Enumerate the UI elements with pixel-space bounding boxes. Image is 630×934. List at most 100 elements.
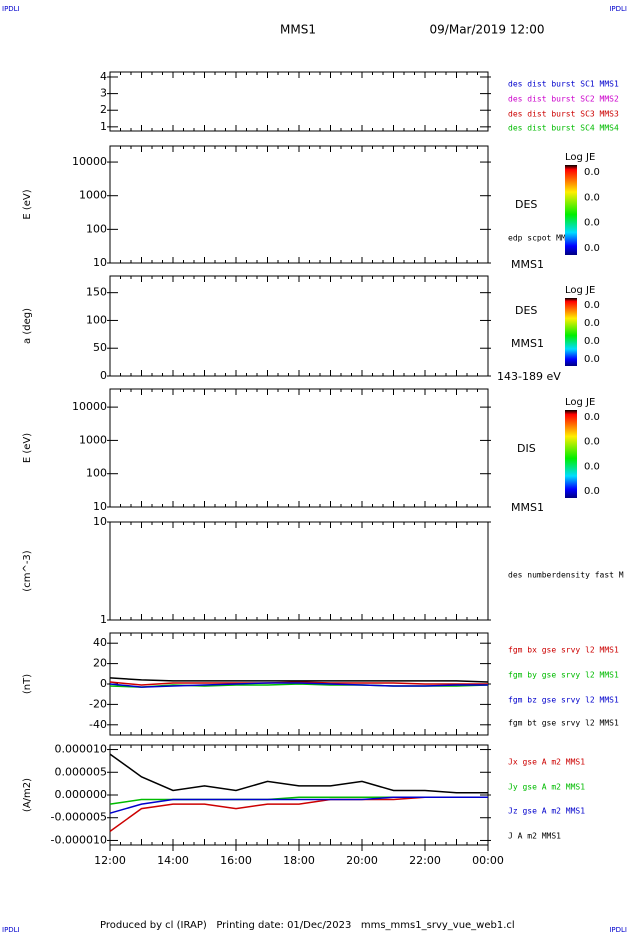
colorbar-tick-label: 0.0 <box>584 192 600 203</box>
series-line <box>109 677 489 683</box>
colorbar <box>565 298 577 366</box>
panel-frame <box>109 275 489 377</box>
x-tick-label: 22:00 <box>409 854 441 867</box>
legend-label: fgm bt gse srvy l2 MMS1 <box>508 719 619 728</box>
y-tick-label: 0.000010 <box>55 743 108 756</box>
side-label: MMS1 <box>511 501 544 514</box>
x-tick-label: 14:00 <box>157 854 189 867</box>
y-tick-label: 0.000000 <box>55 788 108 801</box>
colorbar-tick-label: 0.0 <box>584 336 600 347</box>
x-tick-label: 00:00 <box>472 854 504 867</box>
x-tick-label: 16:00 <box>220 854 252 867</box>
corner-label: IPDLI <box>609 5 627 13</box>
colorbar-tick-label: 0.0 <box>584 437 600 448</box>
side-label: MMS1 <box>511 337 544 350</box>
y-tick-label: 50 <box>93 341 107 354</box>
panel-frame <box>109 388 489 508</box>
y-tick-label: 10000 <box>72 400 107 413</box>
colorbar-title: Log JE <box>565 397 595 408</box>
colorbar <box>565 165 577 255</box>
series-line <box>109 682 488 688</box>
side-label: des dist burst SC2 MMS2 <box>508 95 619 104</box>
y-tick-label: 0.000005 <box>55 765 108 778</box>
y-tick-label: 3 <box>100 87 107 100</box>
y-tick-label: 100 <box>86 222 107 235</box>
colorbar-tick-label: 0.0 <box>584 167 600 178</box>
y-tick-label: 100 <box>86 467 107 480</box>
legend-label: Jx gse A m2 MMS1 <box>508 758 585 767</box>
side-label: DES <box>515 304 537 317</box>
mission-title: MMS1 <box>280 23 316 37</box>
panel-frame <box>109 521 489 621</box>
y-tick-label: 20 <box>93 657 107 670</box>
colorbar-tick-label: 0.0 <box>584 300 600 311</box>
corner-label: IPDLI <box>2 926 20 934</box>
y-tick-label: 40 <box>93 636 107 649</box>
colorbar-title: Log JE <box>565 285 595 296</box>
side-label: 143-189 eV <box>497 370 561 383</box>
side-label: des numberdensity fast M <box>508 571 624 580</box>
colorbar-tick-label: 0.0 <box>584 243 600 254</box>
y-tick-label: 100 <box>86 313 107 326</box>
colorbar-tick-label: 0.0 <box>584 218 600 229</box>
y-tick-label: -0.000010 <box>51 833 107 846</box>
series-line <box>109 796 488 833</box>
legend-label: J A m2 MMS1 <box>508 832 561 841</box>
legend-label: fgm bz gse srvy l2 MMS1 <box>508 696 619 705</box>
y-tick-label: 10000 <box>72 155 107 168</box>
colorbar-tick-label: 0.0 <box>584 412 600 423</box>
y-tick-label: 0 <box>100 677 107 690</box>
side-label: DIS <box>517 442 536 455</box>
colorbar-tick-label: 0.0 <box>584 461 600 472</box>
series-line <box>109 753 488 794</box>
y-axis-label: (cm^-3) <box>22 550 33 591</box>
legend-label: fgm bx gse srvy l2 MMS1 <box>508 646 619 655</box>
corner-label: IPDLI <box>2 5 20 13</box>
y-axis-label: a (deg) <box>22 308 33 344</box>
y-tick-label: 2 <box>100 103 107 116</box>
y-tick-label: 0 <box>100 369 107 382</box>
colorbar-tick-label: 0.0 <box>584 354 600 365</box>
x-tick-label: 12:00 <box>94 854 126 867</box>
x-tick-label: 20:00 <box>346 854 378 867</box>
legend-label: fgm by gse srvy l2 MMS1 <box>508 671 619 680</box>
panel-frame <box>109 744 489 846</box>
colorbar <box>565 410 577 498</box>
colorbar-tick-label: 0.0 <box>584 486 600 497</box>
x-tick-label: 18:00 <box>283 854 315 867</box>
footer: Produced by cl (IRAP) Printing date: 01/… <box>100 920 515 931</box>
side-label: edp scpot MMS1 <box>508 234 576 243</box>
colorbar-tick-label: 0.0 <box>584 318 600 329</box>
y-tick-label: -0.000005 <box>51 811 107 824</box>
side-label: des dist burst SC3 MMS3 <box>508 110 619 119</box>
y-axis-label: (nT) <box>22 674 33 694</box>
y-axis-label: (A/m2) <box>22 778 33 812</box>
legend-label: Jz gse A m2 MMS1 <box>508 807 585 816</box>
series-line <box>109 681 488 686</box>
y-tick-label: 150 <box>86 286 107 299</box>
y-tick-label: 1 <box>100 613 107 626</box>
side-label: MMS1 <box>511 258 544 271</box>
y-tick-label: 4 <box>100 70 107 83</box>
legend-label: Jy gse A m2 MMS1 <box>508 783 585 792</box>
panel-frame <box>109 71 489 132</box>
y-tick-label: -40 <box>89 718 107 731</box>
y-tick-label: 10 <box>93 515 107 528</box>
side-label: DES <box>515 198 537 211</box>
series-line <box>109 796 488 814</box>
side-label: des dist burst SC4 MMS4 <box>508 124 619 133</box>
corner-label: IPDLI <box>609 926 627 934</box>
y-tick-label: 1000 <box>79 189 107 202</box>
date-title: 09/Mar/2019 12:00 <box>430 23 545 37</box>
y-tick-label: 1000 <box>79 433 107 446</box>
panel-frame <box>109 145 489 264</box>
y-tick-label: 10 <box>93 256 107 269</box>
y-tick-label: 10 <box>93 500 107 513</box>
colorbar-title: Log JE <box>565 152 595 163</box>
y-axis-label: E (eV) <box>22 433 33 463</box>
y-tick-label: -20 <box>89 697 107 710</box>
y-tick-label: 1 <box>100 120 107 133</box>
y-axis-label: E (eV) <box>22 189 33 219</box>
side-label: des dist burst SC1 MMS1 <box>508 80 619 89</box>
